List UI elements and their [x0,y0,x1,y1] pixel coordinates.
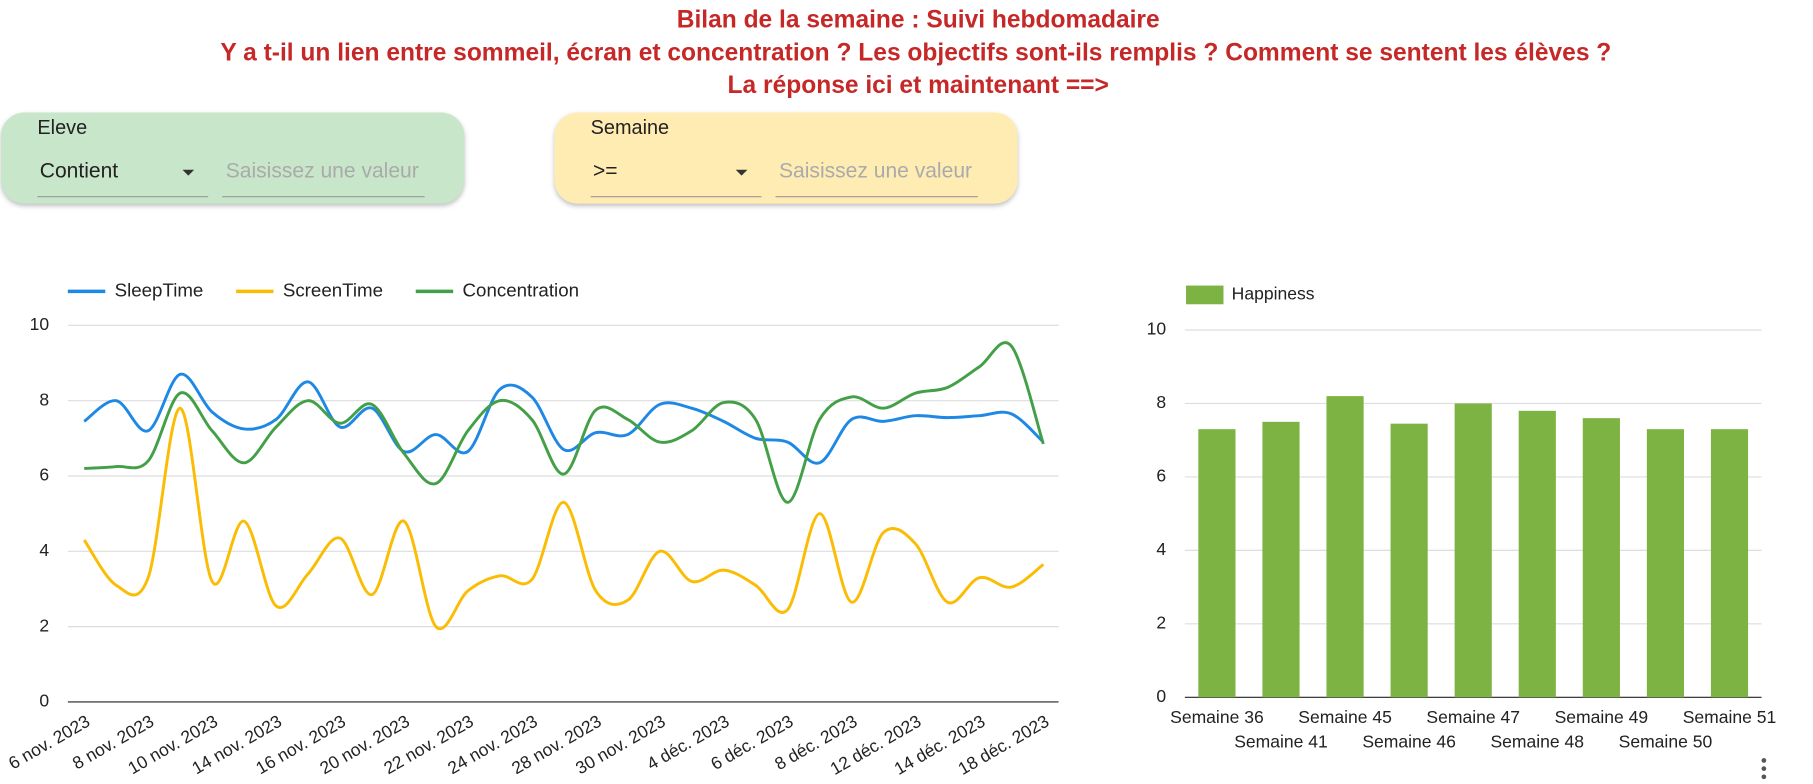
menu-dot[interactable] [1761,774,1767,780]
filter-input[interactable]: Saisissez une valeur [226,160,419,183]
menu-dot[interactable] [1761,766,1767,771]
legend-swatch [1186,285,1224,305]
legend-label: Happiness [1232,284,1315,304]
bar [1710,429,1749,698]
y-tick-label: 6 [39,465,49,485]
x-tick-label: Semaine 45 [1298,707,1392,727]
title: Bilan de la semaine : Suivi hebdomadaire [677,7,1160,34]
y-tick-label: 4 [39,540,49,560]
x-tick-label: Semaine 41 [1234,732,1328,752]
cta: La réponse ici et maintenant ==> [728,72,1109,99]
y-tick-label: 10 [30,314,50,334]
filter-box [1,112,465,204]
y-tick-label: 8 [1156,392,1166,412]
filter-operator[interactable]: Contient [40,160,119,183]
dropdown-arrow [182,169,195,176]
bar [1198,429,1236,698]
x-tick-label: Semaine 48 [1490,732,1584,752]
line-series [84,341,1045,504]
x-tick-label: Semaine 49 [1555,707,1649,727]
filter-control: Semaine >= Saisissez une valeur [554,112,1018,204]
filter-box [554,112,1018,204]
y-tick-label: 8 [39,389,49,409]
y-tick-label: 6 [1156,466,1166,486]
y-tick-label: 4 [1156,539,1166,559]
line-series [83,406,1045,631]
bar [1390,423,1428,698]
y-tick-label: 0 [39,691,49,711]
legend-label: Concentration [463,279,579,300]
filter-label: Semaine [591,117,669,139]
bar [1582,418,1620,698]
bar [1326,396,1364,698]
bar [1454,403,1492,698]
y-tick-label: 2 [39,615,49,635]
subtitle: Y a t-il un lien entre sommeil, écran et… [220,39,1611,66]
dropdown-arrow [735,169,748,176]
bar [1262,421,1300,698]
y-tick-label: 10 [1147,319,1167,339]
legend-label: ScreenTime [283,279,383,300]
filter-input[interactable]: Saisissez une valeur [779,160,972,183]
filter-operator[interactable]: >= [593,160,618,183]
x-tick-label: Semaine 47 [1426,707,1520,727]
x-tick-label: Semaine 46 [1362,732,1456,752]
x-tick-label: Semaine 50 [1619,732,1713,752]
y-tick-label: 2 [1156,612,1166,632]
filter-control: Eleve Contient Saisissez une valeur [1,112,465,204]
filter-label: Eleve [37,117,87,139]
legend-label: SleepTime [115,279,204,300]
x-tick-label: Semaine 36 [1170,707,1264,727]
x-tick-label: Semaine 51 [1683,707,1777,727]
line-series [83,372,1045,465]
bar [1646,429,1685,698]
y-tick-label: 0 [1156,686,1166,706]
bar [1518,410,1556,698]
menu-dot[interactable] [1761,758,1767,763]
